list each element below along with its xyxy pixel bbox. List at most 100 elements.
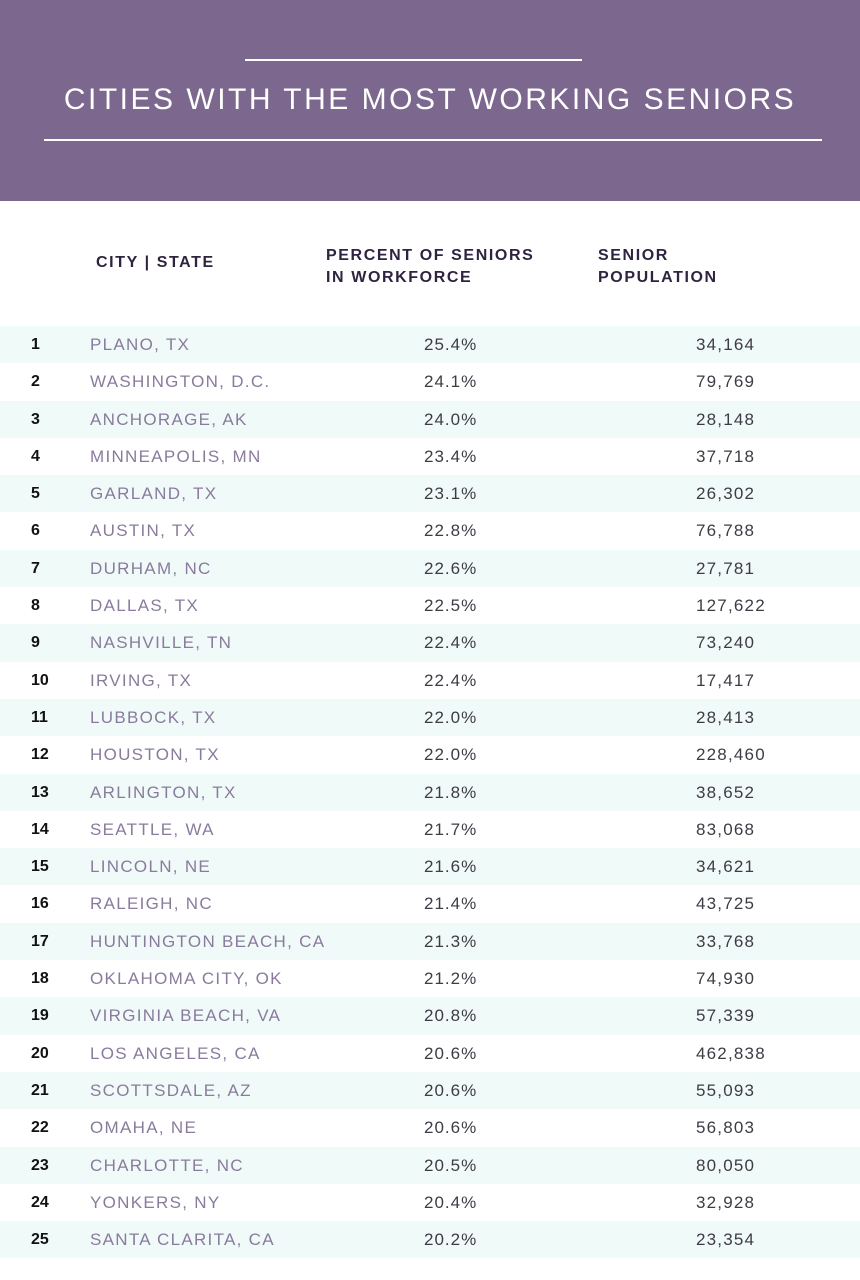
percent-cell: 21.3% — [424, 931, 478, 951]
percent-cell: 21.7% — [424, 819, 478, 839]
table-row: 11 LUBBOCK, TX 22.0% 28,413 — [0, 698, 860, 737]
population-cell: 462,838 — [696, 1043, 766, 1063]
percent-cell: 22.0% — [424, 707, 478, 727]
city-cell: NASHVILLE, TN — [90, 633, 233, 653]
rank-cell: 9 — [31, 634, 40, 652]
city-cell: OMAHA, NE — [90, 1118, 198, 1138]
column-header-city: CITY | STATE — [96, 252, 215, 274]
table-row: 7 DURHAM, NC 22.6% 27,781 — [0, 549, 860, 588]
header-rule-bottom — [44, 139, 822, 141]
population-cell: 33,768 — [696, 931, 756, 951]
rank-cell: 1 — [31, 336, 40, 353]
table-row: 5 GARLAND, TX 23.1% 26,302 — [0, 475, 860, 513]
percent-cell: 25.4% — [424, 335, 478, 354]
city-cell: DURHAM, NC — [90, 558, 212, 578]
table-row: 3 ANCHORAGE, AK 24.0% 28,148 — [0, 400, 860, 438]
column-header-city-label: CITY | STATE — [96, 254, 215, 271]
percent-cell: 22.4% — [424, 670, 478, 690]
rank-cell: 19 — [31, 1007, 49, 1025]
percent-cell: 20.4% — [424, 1192, 478, 1212]
percent-cell: 20.5% — [424, 1155, 478, 1175]
rank-cell: 13 — [31, 783, 49, 801]
table-row: 16 RALEIGH, NC 21.4% 43,725 — [0, 885, 860, 922]
header-rule-top — [245, 59, 582, 61]
population-cell: 80,050 — [696, 1155, 756, 1175]
rank-cell: 20 — [31, 1044, 49, 1062]
population-cell: 23,354 — [696, 1230, 756, 1250]
table-row: 20 LOS ANGELES, CA 20.6% 462,838 — [0, 1035, 860, 1072]
column-header-percent-line2: IN WORKFORCE — [326, 269, 473, 286]
population-cell: 28,148 — [696, 409, 756, 429]
percent-cell: 20.8% — [424, 1006, 478, 1026]
city-cell: ARLINGTON, TX — [90, 782, 237, 802]
population-cell: 43,725 — [696, 894, 756, 914]
percent-cell: 24.0% — [424, 409, 478, 429]
table-row: 24 YONKERS, NY 20.4% 32,928 — [0, 1184, 860, 1221]
table-row: 6 AUSTIN, TX 22.8% 76,788 — [0, 512, 860, 549]
percent-cell: 23.4% — [424, 446, 478, 466]
population-cell: 73,240 — [696, 633, 756, 653]
population-cell: 79,769 — [696, 372, 756, 392]
percent-cell: 20.6% — [424, 1080, 478, 1100]
city-cell: SCOTTSDALE, AZ — [90, 1080, 252, 1100]
rank-cell: 12 — [31, 746, 49, 764]
population-cell: 38,652 — [696, 782, 756, 802]
population-cell: 26,302 — [696, 484, 756, 504]
city-cell: VIRGINIA BEACH, VA — [90, 1006, 282, 1026]
city-cell: HOUSTON, TX — [90, 745, 220, 765]
percent-cell: 21.8% — [424, 782, 478, 802]
city-cell: YONKERS, NY — [90, 1192, 221, 1212]
table-row: 22 OMAHA, NE 20.6% 56,803 — [0, 1109, 860, 1146]
population-cell: 57,339 — [696, 1006, 756, 1026]
population-cell: 127,622 — [696, 596, 766, 616]
percent-cell: 20.6% — [424, 1118, 478, 1138]
cities-table: 1 PLANO, TX 25.4% 34,164 2 WASHINGTON, D.C. 24… — [0, 326, 860, 1259]
city-cell: SEATTLE, WA — [90, 819, 215, 839]
rank-cell: 4 — [31, 447, 40, 465]
table-row: 21 SCOTTSDALE, AZ 20.6% 55,093 — [0, 1071, 860, 1110]
rank-cell: 23 — [31, 1156, 49, 1174]
table-row: 23 CHARLOTTE, NC 20.5% 80,050 — [0, 1146, 860, 1184]
city-cell: LUBBOCK, TX — [90, 707, 217, 727]
rank-cell: 18 — [31, 970, 49, 988]
column-header-population-line1: SENIOR — [598, 247, 669, 264]
population-cell: 228,460 — [696, 745, 766, 765]
table-row: 10 IRVING, TX 22.4% 17,417 — [0, 662, 860, 699]
column-header-percent-line1: PERCENT OF SENIORS — [326, 247, 535, 264]
city-cell: SANTA CLARITA, CA — [90, 1230, 275, 1250]
percent-cell: 22.8% — [424, 521, 478, 541]
city-cell: OKLAHOMA CITY, OK — [90, 969, 283, 989]
percent-cell: 22.6% — [424, 558, 478, 578]
population-cell: 27,781 — [696, 558, 756, 578]
population-cell: 83,068 — [696, 819, 756, 839]
rank-cell: 8 — [31, 597, 40, 615]
city-cell: IRVING, TX — [90, 670, 193, 690]
percent-cell: 22.4% — [424, 633, 478, 653]
table-row: 14 SEATTLE, WA 21.7% 83,068 — [0, 811, 860, 848]
city-cell: HUNTINGTON BEACH, CA — [90, 931, 326, 951]
rank-cell: 10 — [31, 671, 49, 689]
city-cell: WASHINGTON, D.C. — [90, 372, 271, 392]
table-row: 25 SANTA CLARITA, CA 20.2% 23,354 — [0, 1221, 860, 1259]
rank-cell: 2 — [31, 373, 40, 391]
city-cell: PLANO, TX — [90, 335, 191, 354]
city-cell: LOS ANGELES, CA — [90, 1043, 261, 1063]
city-cell: MINNEAPOLIS, MN — [90, 446, 262, 466]
table-row: 17 HUNTINGTON BEACH, CA 21.3% 33,768 — [0, 922, 860, 961]
rank-cell: 16 — [31, 895, 49, 913]
population-cell: 76,788 — [696, 521, 756, 541]
column-header-percent: PERCENT OF SENIORS IN WORKFORCE — [326, 245, 534, 289]
population-cell: 34,621 — [696, 857, 756, 877]
table-row: 8 DALLAS, TX 22.5% 127,622 — [0, 587, 860, 624]
rank-cell: 22 — [31, 1119, 49, 1137]
rank-cell: 5 — [31, 485, 40, 503]
percent-cell: 20.2% — [424, 1230, 478, 1250]
percent-cell: 21.2% — [424, 969, 478, 989]
page-title: CITIES WITH THE MOST WORKING SENIORS — [63, 83, 797, 116]
city-cell: DALLAS, TX — [90, 596, 200, 616]
rank-cell: 11 — [31, 708, 48, 726]
table-row: 4 MINNEAPOLIS, MN 23.4% 37,718 — [0, 438, 860, 475]
rank-cell: 17 — [31, 932, 49, 950]
percent-cell: 21.4% — [424, 894, 478, 914]
population-cell: 37,718 — [696, 446, 756, 466]
